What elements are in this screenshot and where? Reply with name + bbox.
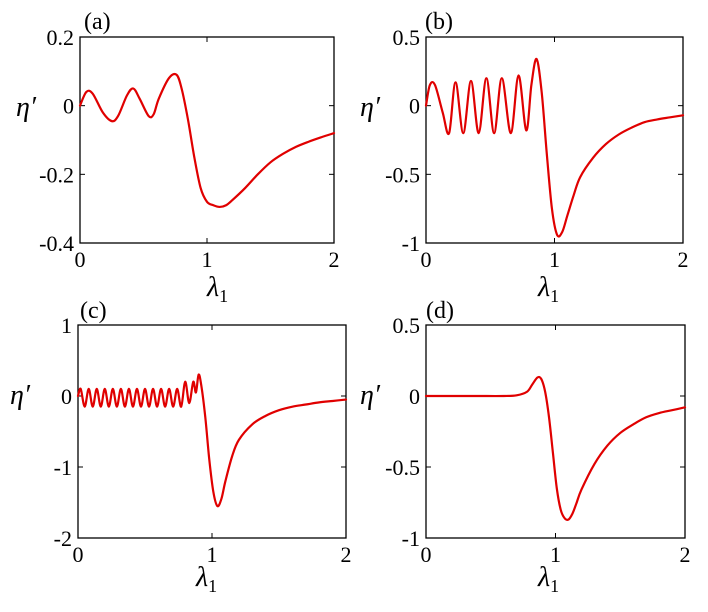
y-tick-label: -1: [402, 526, 420, 551]
x-tick-label: 1: [550, 542, 561, 567]
y-tick-label: -0.4: [39, 231, 74, 256]
x-tick-label: 1: [207, 542, 218, 567]
y-tick-label: -0.5: [385, 162, 420, 187]
x-axis-label: λ1: [537, 272, 559, 306]
x-tick-label: 0: [421, 542, 432, 567]
y-tick-label: -0.2: [39, 162, 74, 187]
x-tick-label: 0: [73, 542, 84, 567]
x-axis-label: λ1: [195, 562, 217, 596]
x-tick-label: 2: [680, 542, 691, 567]
plot-frame: [425, 36, 684, 244]
panel-label: (a): [84, 9, 111, 35]
chart-panel: 0 1 2 0.2 0 -0.2 -0.4 (a) η′ λ1: [16, 9, 340, 306]
x-tick-label: 0: [421, 247, 432, 272]
x-tick-label: 1: [549, 247, 560, 272]
y-tick-label: 0.5: [393, 313, 421, 338]
chart-panel: 0 1 2 0.5 0 -0.5 -1 (b) η′ λ1: [360, 9, 689, 306]
plot-frame: [77, 324, 347, 539]
series-line: [76, 373, 348, 508]
y-tick-label: -1: [402, 231, 420, 256]
series-line: [424, 375, 687, 521]
y-tick-label: 0: [61, 384, 72, 409]
y-tick-label: 1: [61, 313, 72, 338]
y-tick-label: 0.2: [47, 25, 75, 50]
panel-label: (d): [426, 298, 454, 324]
chart-panel: 0 1 2 0.5 0 -0.5 -1 (d) η′ λ1: [360, 298, 691, 596]
chart-panel: 0 1 2 1 0 -1 -2 (c) η′ λ1: [10, 298, 352, 596]
x-axis-label: λ1: [206, 272, 228, 306]
series-line: [424, 57, 685, 238]
series-line: [78, 72, 336, 209]
x-tick-label: 1: [202, 247, 213, 272]
plot-frame: [425, 324, 686, 539]
y-tick-label: 0: [409, 94, 420, 119]
y-axis-label: η′: [360, 380, 381, 411]
y-tick-label: 0: [63, 94, 74, 119]
x-tick-label: 0: [75, 247, 86, 272]
x-tick-label: 2: [678, 247, 689, 272]
y-axis-label: η′: [10, 380, 31, 411]
y-tick-label: -1: [54, 455, 72, 480]
y-tick-label: 0.5: [393, 25, 421, 50]
plot-frame: [79, 36, 335, 244]
x-tick-label: 2: [329, 247, 340, 272]
y-tick-label: -2: [54, 526, 72, 551]
x-axis-label: λ1: [537, 562, 559, 596]
y-axis-label: η′: [16, 92, 37, 123]
y-axis-label: η′: [360, 92, 381, 123]
y-tick-label: 0: [409, 384, 420, 409]
panel-label: (b): [425, 9, 453, 35]
y-tick-label: -0.5: [385, 455, 420, 480]
x-tick-label: 2: [341, 542, 352, 567]
panel-label: (c): [80, 298, 107, 324]
